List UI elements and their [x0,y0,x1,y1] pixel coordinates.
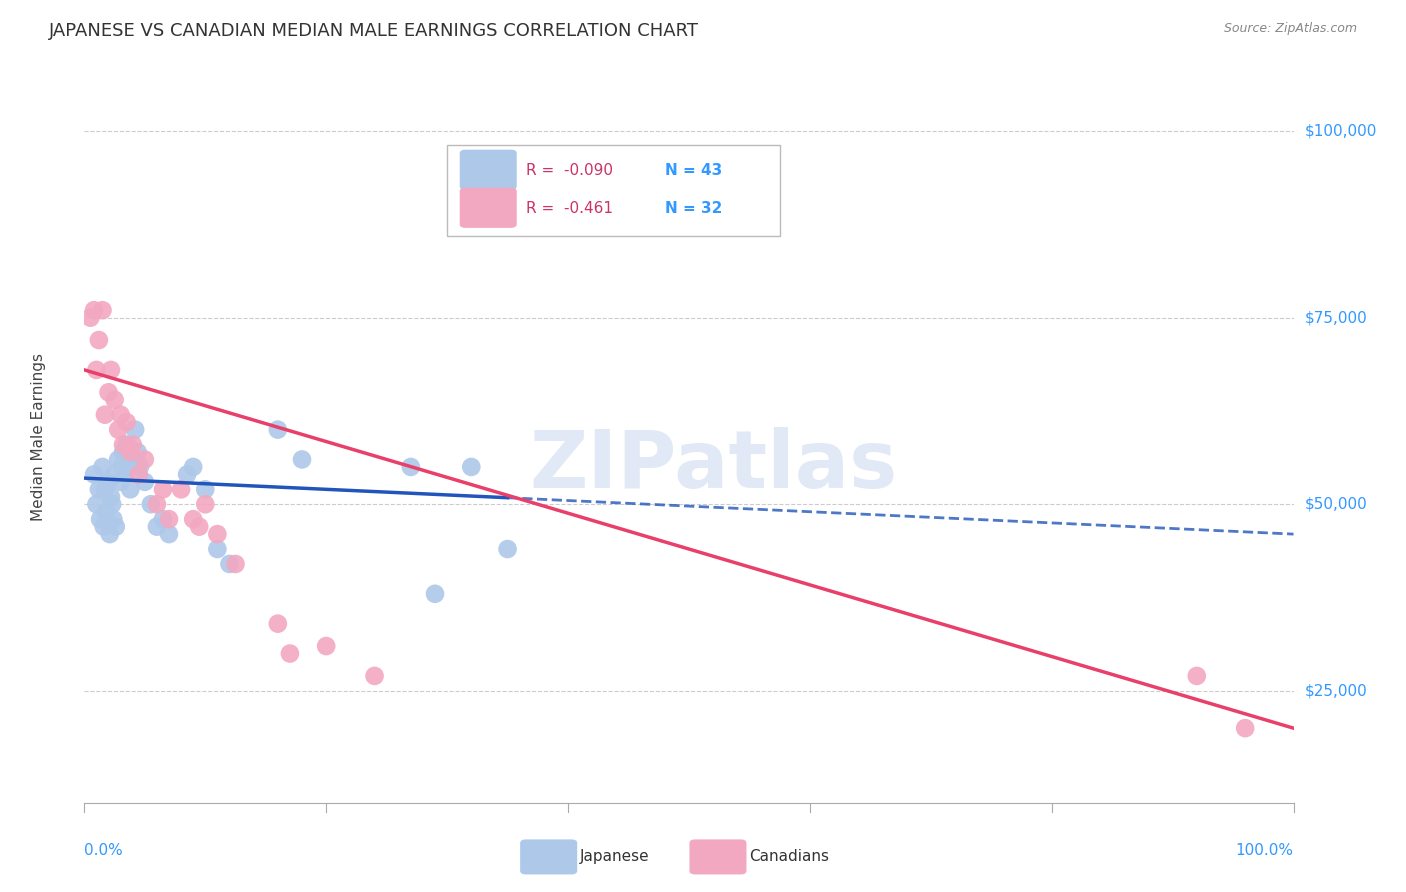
Point [97,385,120,400]
Point [496,542,519,557]
Point [83,303,105,318]
Text: $75,000: $75,000 [1305,310,1368,326]
Point [87,333,110,347]
Text: $25,000: $25,000 [1305,683,1368,698]
Text: N = 43: N = 43 [665,162,723,178]
Point [194,483,217,497]
Point [267,423,290,437]
Point [207,527,229,541]
Point [104,519,127,533]
Text: 100.0%: 100.0% [1236,843,1294,858]
Point [94,505,117,519]
Point [93,519,115,533]
Text: Canadians: Canadians [749,849,830,864]
Text: $100,000: $100,000 [1305,124,1376,138]
Point [120,483,142,497]
Text: $50,000: $50,000 [1305,497,1368,512]
Point [207,542,229,557]
Point [115,437,138,451]
Point [218,557,240,571]
Point [110,408,132,422]
Point [104,392,127,407]
Point [110,475,132,489]
Point [124,423,146,437]
Point [100,490,122,504]
FancyBboxPatch shape [460,188,516,227]
Point [112,445,135,459]
FancyBboxPatch shape [447,145,780,235]
Point [181,459,204,474]
Point [278,647,301,661]
Point [120,445,142,459]
Point [1234,721,1257,735]
Point [79,310,101,325]
Point [104,467,127,482]
Point [127,445,149,459]
Point [315,639,337,653]
Text: ZIPatlas: ZIPatlas [529,427,897,506]
Point [194,497,217,511]
Point [152,512,174,526]
Point [101,497,124,511]
Point [83,467,105,482]
Point [86,497,108,511]
Point [94,483,117,497]
Point [188,519,211,533]
Point [423,587,446,601]
Point [363,669,385,683]
Point [157,527,180,541]
Point [225,557,247,571]
Point [129,459,152,474]
Text: R =  -0.461: R = -0.461 [526,201,613,216]
Point [139,497,162,511]
Point [117,459,139,474]
Point [100,363,122,377]
Text: Median Male Earnings: Median Male Earnings [31,353,46,521]
Point [94,408,117,422]
Point [87,483,110,497]
Point [107,452,129,467]
Text: Japanese: Japanese [581,849,650,864]
Point [86,363,108,377]
Point [134,452,156,467]
Point [91,303,114,318]
Point [146,497,169,511]
Point [112,437,135,451]
Point [152,483,174,497]
Point [1185,669,1208,683]
FancyBboxPatch shape [690,840,745,874]
Point [107,423,129,437]
Point [121,437,143,451]
Point [115,415,138,429]
Point [111,459,134,474]
Point [291,452,314,467]
Text: JAPANESE VS CANADIAN MEDIAN MALE EARNINGS CORRELATION CHART: JAPANESE VS CANADIAN MEDIAN MALE EARNING… [49,22,699,40]
Text: Source: ZipAtlas.com: Source: ZipAtlas.com [1223,22,1357,36]
Point [121,452,143,467]
Point [103,512,125,526]
Point [460,459,482,474]
Point [267,616,290,631]
Point [89,512,111,526]
Point [399,459,422,474]
Text: 0.0%: 0.0% [84,843,124,858]
Point [97,475,120,489]
Point [146,519,169,533]
FancyBboxPatch shape [520,840,576,874]
Point [114,467,136,482]
FancyBboxPatch shape [460,151,516,189]
Point [134,475,156,489]
Point [91,459,114,474]
Point [181,512,204,526]
Text: R =  -0.090: R = -0.090 [526,162,613,178]
Point [170,483,193,497]
Text: N = 32: N = 32 [665,201,723,216]
Point [98,527,121,541]
Point [176,467,198,482]
Point [128,467,150,482]
Point [157,512,180,526]
